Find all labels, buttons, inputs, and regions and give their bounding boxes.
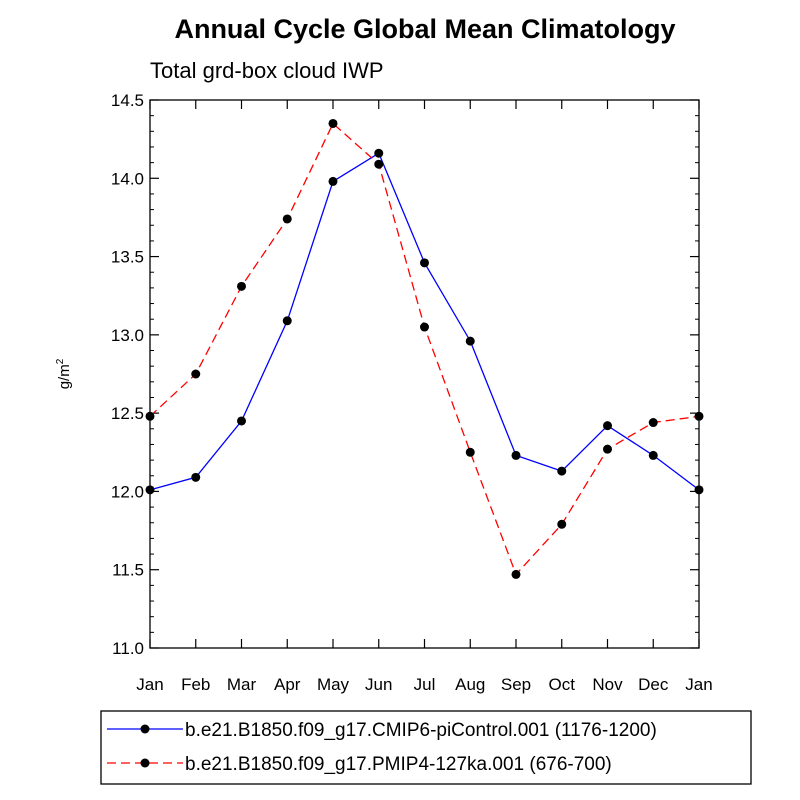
series-0-point — [328, 176, 338, 186]
legend: b.e21.B1850.f09_g17.CMIP6-piControl.001 … — [107, 720, 657, 775]
series-line-0 — [149, 152, 700, 491]
x-tick-label: Feb — [181, 675, 210, 694]
series-0-point — [511, 450, 521, 460]
chart-title: Annual Cycle Global Mean Climatology — [174, 14, 675, 44]
x-tick-label: Jan — [685, 675, 712, 694]
series-1-point — [328, 118, 338, 128]
series-0-point — [557, 466, 567, 476]
series-1-point — [694, 411, 704, 421]
legend-box — [100, 710, 752, 785]
series-1-point — [191, 369, 201, 379]
x-tick-label: Sep — [501, 675, 531, 694]
series-0-point — [374, 148, 384, 158]
y-tick-label: 11.0 — [112, 639, 144, 658]
series-0-point — [237, 416, 246, 426]
series-1-point — [648, 418, 658, 428]
series-0-point — [603, 421, 612, 431]
series-0-point — [465, 336, 475, 346]
x-tick-label: Nov — [592, 675, 623, 694]
y-tick-label: 11.5 — [112, 561, 144, 580]
series-1-point — [282, 214, 292, 224]
legend-marker-1 — [140, 758, 150, 768]
series-1-point — [374, 159, 384, 169]
y-tick-label: 12.5 — [111, 404, 144, 423]
series-0-point — [648, 450, 658, 460]
series-1-point — [145, 411, 155, 421]
legend-marker-0 — [140, 724, 150, 734]
y-tick-label: 13.0 — [111, 326, 144, 345]
series-1-point — [511, 569, 521, 579]
series-line-1 — [149, 122, 700, 576]
x-tick-label: Apr — [274, 675, 301, 694]
series-0-point — [694, 485, 704, 495]
series-1-point — [237, 281, 246, 291]
series-1-point — [603, 444, 612, 454]
x-tick-label: Jun — [365, 675, 392, 694]
y-axis-label-text: g/m — [56, 364, 73, 389]
x-tick-label: Aug — [455, 675, 485, 694]
y-axis-ticks: 11.0 11.5 12.0 12.5 13.0 13.5 14.0 14.5 — [111, 91, 699, 658]
series-0-point — [420, 258, 429, 268]
x-tick-label: Oct — [549, 675, 576, 694]
y-tick-label: 13.5 — [111, 248, 144, 267]
y-tick-label: 14.5 — [111, 91, 144, 110]
x-tick-label: Jul — [414, 675, 436, 694]
x-axis-ticks: Jan Feb Mar Apr May Jun Jul Aug Sep Oct Nov Dec Jan — [136, 100, 713, 694]
x-tick-label: Mar — [227, 675, 257, 694]
chart-subtitle: Total grd-box cloud IWP — [150, 58, 384, 83]
legend-label-1: b.e21.B1850.f09_g17.PMIP4-127ka.001 (676… — [185, 754, 612, 775]
plot-frame — [149, 99, 700, 649]
y-tick-label: 14.0 — [111, 169, 144, 188]
series-0-point — [191, 472, 201, 482]
y-axis-label: g/m2 — [55, 358, 73, 389]
series-1-point — [557, 519, 567, 529]
x-tick-label: Jan — [136, 675, 163, 694]
series-1-point — [420, 322, 429, 332]
x-tick-label: May — [317, 675, 350, 694]
legend-label-0: b.e21.B1850.f09_g17.CMIP6-piControl.001 … — [185, 720, 657, 741]
series-1-point — [465, 447, 475, 457]
series-0-point — [145, 485, 155, 495]
x-tick-label: Dec — [638, 675, 669, 694]
series-0-point — [282, 316, 292, 326]
series-layer — [145, 118, 704, 579]
y-tick-label: 12.0 — [111, 482, 144, 501]
y-axis-label-superscript: 2 — [55, 358, 66, 364]
